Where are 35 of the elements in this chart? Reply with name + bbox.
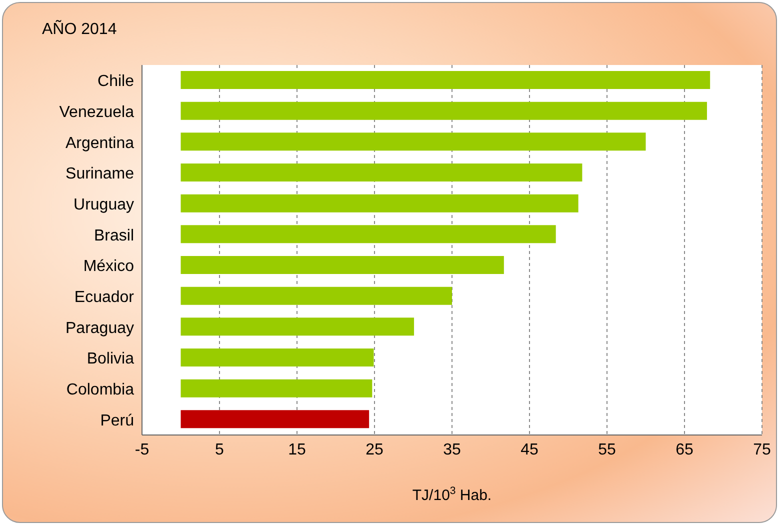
y-tick-label: México (83, 258, 134, 276)
bar (180, 225, 556, 244)
x-tick-label: 65 (676, 441, 694, 458)
bar (180, 256, 504, 274)
y-tick-label: Paraguay (66, 320, 134, 337)
y-tick-label: Suriname (66, 166, 134, 183)
bar (180, 286, 452, 305)
y-tick-label: Brasil (94, 227, 134, 244)
y-tick-label: Ecuador (74, 288, 135, 306)
bar (180, 132, 646, 151)
chart-title: AÑO 2014 (42, 19, 117, 38)
y-tick-label: Uruguay (74, 196, 134, 214)
y-tick-label: Colombia (66, 381, 134, 398)
x-tick-label: 45 (520, 441, 538, 458)
x-tick-label: -5 (134, 441, 150, 458)
y-tick-label: Perú (100, 412, 134, 430)
bar (180, 379, 372, 398)
x-tick-label: 5 (215, 441, 224, 458)
x-tick-label: 55 (598, 441, 616, 458)
bar (180, 318, 414, 336)
x-tick-label: 25 (366, 441, 384, 458)
x-tick-label: 75 (753, 441, 771, 458)
x-tick-label: 15 (288, 441, 306, 458)
bar (180, 348, 374, 366)
bar (180, 164, 582, 182)
y-tick-label: Bolivia (86, 350, 134, 368)
y-tick-label: Argentina (66, 134, 134, 152)
bar (180, 194, 578, 212)
bar (180, 71, 710, 89)
y-tick-label: Venezuela (59, 104, 134, 121)
y-tick-label: Chile (98, 73, 134, 90)
x-axis-title: TJ/10$^{3}$ Hab. (412, 485, 492, 504)
x-tick-label: 35 (443, 441, 461, 458)
bar (180, 410, 370, 428)
bar (180, 102, 707, 120)
